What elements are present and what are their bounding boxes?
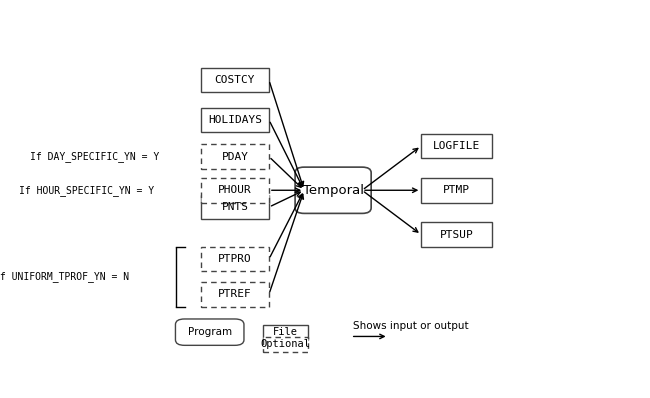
FancyBboxPatch shape <box>176 319 244 345</box>
FancyBboxPatch shape <box>201 178 269 203</box>
FancyBboxPatch shape <box>421 178 492 203</box>
Text: If HOUR_SPECIFIC_YN = Y: If HOUR_SPECIFIC_YN = Y <box>19 185 154 196</box>
Text: File: File <box>273 327 298 337</box>
FancyBboxPatch shape <box>201 195 269 219</box>
Text: PTMP: PTMP <box>443 185 470 195</box>
Text: Optional: Optional <box>260 339 310 349</box>
Text: PTPRO: PTPRO <box>218 254 252 264</box>
Text: PHOUR: PHOUR <box>218 185 252 195</box>
Text: If DAY_SPECIFIC_YN = Y: If DAY_SPECIFIC_YN = Y <box>30 151 159 162</box>
Text: Temporal: Temporal <box>303 184 363 197</box>
Text: COSTCY: COSTCY <box>214 75 255 85</box>
FancyBboxPatch shape <box>201 247 269 271</box>
FancyBboxPatch shape <box>263 325 308 339</box>
FancyBboxPatch shape <box>201 144 269 169</box>
FancyBboxPatch shape <box>263 337 308 352</box>
Text: PTSUP: PTSUP <box>439 230 473 240</box>
Text: Program: Program <box>188 327 232 337</box>
Text: If UNIFORM_TPROF_YN = N: If UNIFORM_TPROF_YN = N <box>0 271 129 282</box>
Text: PNTS: PNTS <box>222 202 248 212</box>
FancyBboxPatch shape <box>201 282 269 307</box>
FancyBboxPatch shape <box>201 107 269 132</box>
Text: PTREF: PTREF <box>218 289 252 299</box>
FancyBboxPatch shape <box>421 134 492 158</box>
FancyBboxPatch shape <box>295 167 371 213</box>
Text: HOLIDAYS: HOLIDAYS <box>208 115 262 125</box>
Text: Shows input or output: Shows input or output <box>354 321 469 331</box>
FancyBboxPatch shape <box>421 222 492 247</box>
FancyBboxPatch shape <box>201 68 269 92</box>
Text: LOGFILE: LOGFILE <box>433 141 480 151</box>
Text: PDAY: PDAY <box>222 152 248 162</box>
